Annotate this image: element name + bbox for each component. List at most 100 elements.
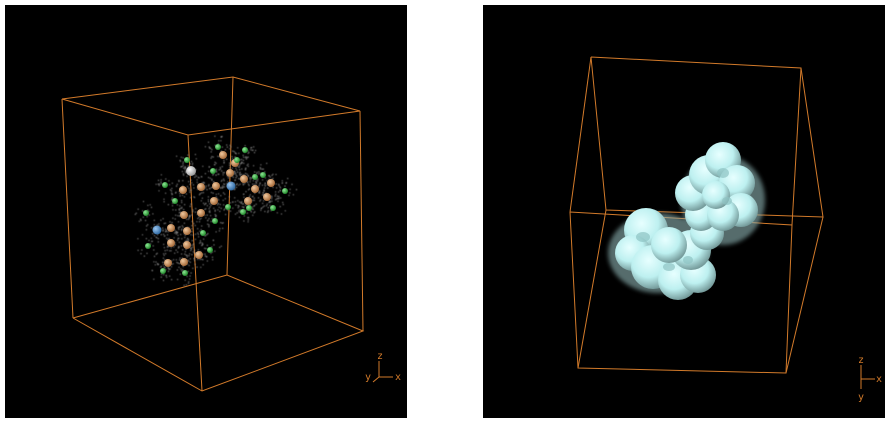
surface-dot — [207, 223, 209, 225]
surface-dot — [148, 239, 150, 242]
surface-dot — [176, 204, 178, 206]
surface-dot — [168, 184, 171, 186]
surface-dot — [181, 238, 183, 240]
surface-dot — [282, 203, 284, 206]
surface-dot — [235, 172, 237, 174]
hydrogen-atom — [160, 268, 166, 274]
surface-dot — [172, 263, 174, 265]
surface-dot — [212, 156, 214, 158]
surface-dot — [174, 218, 176, 220]
surface-dot — [173, 237, 175, 239]
surface-dot — [183, 167, 185, 169]
surface-dot — [239, 164, 241, 166]
surface-dot — [186, 218, 188, 220]
surface-dot — [221, 166, 223, 168]
surface-dot — [238, 152, 240, 154]
surface-dot — [137, 208, 139, 210]
carbon-atom — [180, 211, 188, 219]
surface-dot — [165, 178, 167, 180]
surface-dot — [284, 210, 286, 212]
axis-label-y: y — [858, 392, 864, 403]
surface-dot — [165, 253, 167, 255]
surface-dot — [158, 190, 160, 192]
surface-dot — [278, 184, 280, 186]
surface-dot — [184, 251, 186, 253]
surface-dot — [165, 275, 167, 277]
surface-dot — [259, 192, 261, 194]
surface-dot — [177, 231, 179, 233]
surface-dot — [163, 201, 165, 203]
surface-dot — [194, 174, 196, 176]
surface-dot — [180, 156, 182, 158]
surface-dot — [249, 179, 251, 181]
surface-dot — [153, 235, 156, 237]
surface-dot — [180, 245, 183, 247]
axis-label-z: z — [377, 351, 383, 362]
surface-dot — [188, 217, 190, 219]
surface-dot — [162, 227, 164, 229]
surface-dot — [184, 279, 186, 281]
surface-dot — [182, 173, 184, 175]
surface-dot — [208, 226, 210, 228]
surface-dot — [222, 174, 224, 176]
axis-triad — [372, 361, 393, 383]
surface-dot — [184, 168, 186, 170]
hydrogen-atom — [282, 188, 288, 194]
surface-dot — [166, 246, 169, 248]
surface-dot — [235, 167, 237, 169]
surface-dot — [245, 167, 247, 169]
surface-dot — [262, 168, 264, 170]
surface-dot — [189, 258, 191, 260]
surface-dot — [190, 179, 192, 181]
surface-dot — [266, 180, 268, 182]
carbon-atom — [251, 185, 259, 193]
surface-dot — [162, 229, 164, 231]
surface-dot — [194, 224, 196, 227]
surface-dot — [210, 151, 212, 153]
surface-dot — [179, 211, 181, 214]
surface-dot — [192, 162, 194, 164]
surface-dot — [190, 189, 192, 191]
surface-dot — [177, 262, 179, 264]
surface-dot — [210, 220, 212, 223]
surface-dot — [227, 181, 229, 183]
surface-dot — [178, 241, 180, 243]
surface-dot — [291, 183, 293, 185]
surface-dot — [260, 208, 262, 210]
surface-dot — [253, 165, 255, 167]
surface-dot — [267, 210, 269, 212]
surface-dot — [223, 204, 225, 206]
surface-dot — [183, 209, 185, 211]
surface-dot — [182, 269, 184, 271]
surface-dot — [163, 253, 165, 255]
oxygen-atom — [186, 166, 196, 176]
surface-dot — [269, 204, 271, 207]
viewer-panel-ball-and-stick[interactable]: z y x — [5, 5, 407, 418]
viewer-panel-surface[interactable]: z x y — [483, 5, 885, 418]
surface-dot — [176, 269, 178, 271]
surface-dot — [157, 238, 159, 240]
surface-dot — [200, 200, 202, 202]
surface-dot — [197, 228, 199, 230]
surface-dot — [178, 209, 180, 211]
surface-dot — [200, 266, 202, 268]
surface-dot — [187, 218, 190, 220]
surface-dot — [190, 203, 192, 205]
surface-dot — [186, 275, 188, 277]
surface-dot — [181, 207, 183, 209]
surface-dot — [243, 193, 245, 195]
surface-dot — [171, 182, 173, 184]
surface-dot — [160, 174, 162, 176]
surface-dot — [235, 174, 237, 176]
surface-dot — [209, 210, 211, 212]
surface-dot — [218, 169, 220, 171]
surface-dot — [175, 231, 177, 233]
surface-dot — [206, 244, 208, 246]
surface-dot — [249, 177, 251, 179]
surface-dot — [295, 189, 298, 191]
axis-triad — [860, 365, 875, 389]
surface-dot — [162, 230, 164, 232]
surface-dot — [192, 184, 194, 186]
surface-dot — [252, 199, 254, 201]
surface-dot — [156, 224, 158, 226]
